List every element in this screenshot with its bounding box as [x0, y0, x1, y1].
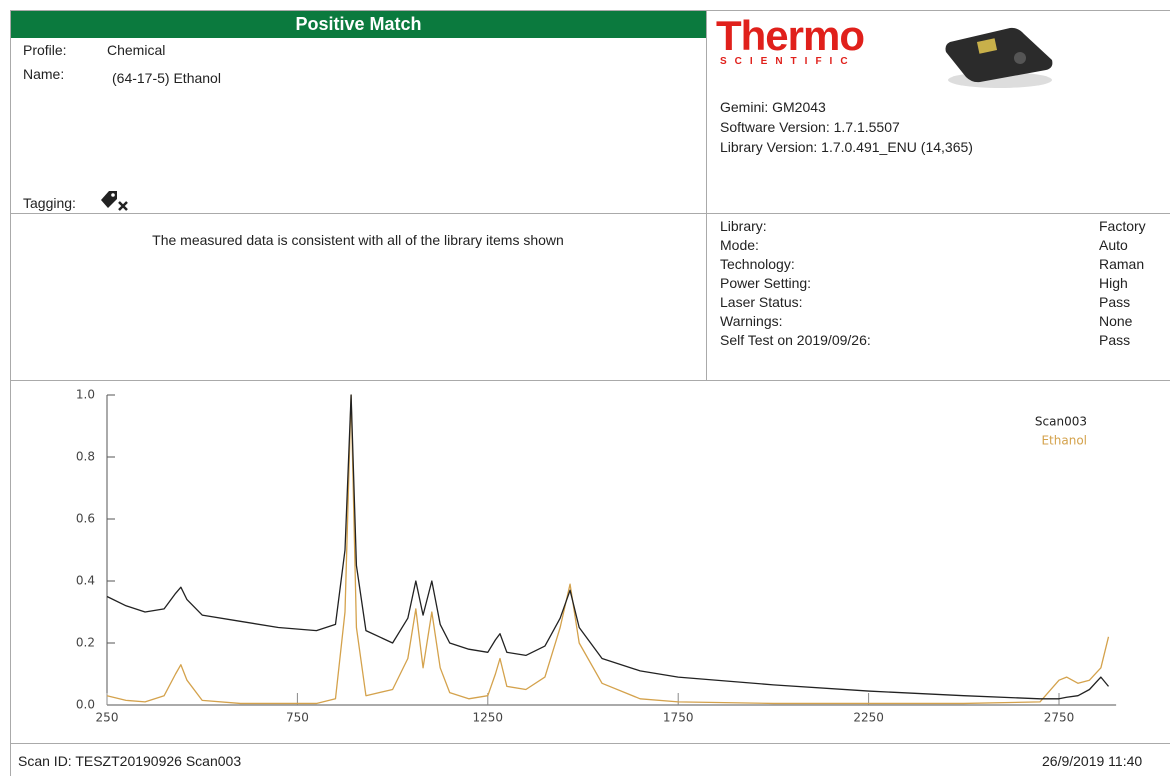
timestamp: 26/9/2019 11:40: [1042, 753, 1142, 769]
border: [10, 213, 1170, 214]
x-tick-label: 1750: [663, 711, 694, 725]
setting-value: Auto: [1099, 237, 1128, 253]
x-tick-label: 2750: [1044, 711, 1075, 725]
spectrum-line: [107, 395, 1109, 699]
profile: Chemical: [107, 42, 165, 58]
device-info: Gemini: GM2043: [720, 99, 826, 115]
legend-entry: Scan003: [1035, 415, 1087, 429]
setting-value: Pass: [1099, 294, 1130, 310]
tag-icon: [97, 188, 133, 212]
brand-logo: Thermo: [716, 14, 864, 58]
setting-value: Pass: [1099, 332, 1130, 348]
page: Positive Match Profile: Chemical Name: (…: [0, 0, 1170, 776]
setting-value: Raman: [1099, 256, 1144, 272]
setting-label: Warnings:: [720, 313, 783, 329]
match-banner: Positive Match: [11, 11, 706, 38]
name-label: Name:: [23, 66, 64, 82]
border: [706, 10, 707, 380]
tagging-label: Tagging:: [23, 195, 76, 211]
x-tick-label: 2250: [853, 711, 884, 725]
y-tick-label: 0.8: [76, 450, 95, 464]
legend-entry: Ethanol: [1041, 434, 1087, 448]
setting-value: Factory: [1099, 218, 1146, 234]
x-tick-label: 250: [96, 711, 119, 725]
y-tick-label: 1.0: [76, 388, 95, 402]
setting-value: None: [1099, 313, 1132, 329]
y-tick-label: 0.4: [76, 574, 95, 588]
setting-label: Technology:: [720, 256, 795, 272]
y-tick-label: 0.0: [76, 698, 95, 712]
device-info: Library Version: 1.7.0.491_ENU (14,365): [720, 139, 973, 155]
device-image: [940, 22, 1060, 92]
setting-label: Self Test on 2019/09/26:: [720, 332, 871, 348]
profile-label: Profile:: [23, 42, 67, 58]
setting-label: Library:: [720, 218, 767, 234]
setting-label: Power Setting:: [720, 275, 811, 291]
chart: 0.0 0.2 0.4 0.6 0.8 1.0 250 750 1250 1750 2250 2750…: [0, 380, 1170, 743]
brand-sub: SCIENTIFIC: [720, 56, 856, 67]
setting-label: Mode:: [720, 237, 759, 253]
setting-label: Laser Status:: [720, 294, 803, 310]
y-tick-label: 0.2: [76, 636, 95, 650]
border: [10, 743, 1170, 744]
spectrum-line: [107, 395, 1109, 703]
setting-value: High: [1099, 275, 1128, 291]
device-info: Software Version: 1.7.1.5507: [720, 119, 900, 135]
x-tick-label: 1250: [473, 711, 504, 725]
x-tick-label: 750: [286, 711, 309, 725]
scan-id: Scan ID: TESZT20190926 Scan003: [18, 753, 241, 769]
name: (64-17-5) Ethanol: [112, 70, 221, 86]
result-message: The measured data is consistent with all…: [10, 232, 706, 248]
y-tick-label: 0.6: [76, 512, 95, 526]
